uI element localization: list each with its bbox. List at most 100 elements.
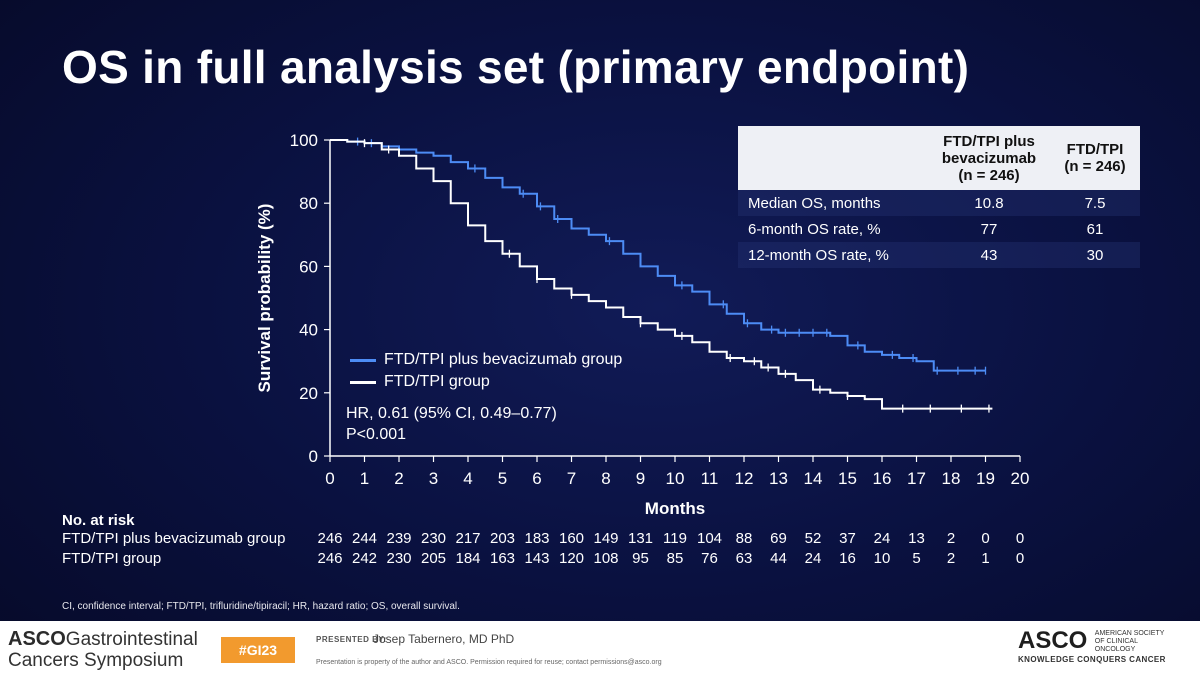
- risk-value: 63: [735, 550, 753, 567]
- risk-value: 184: [455, 550, 481, 567]
- x-tick-label: 14: [804, 469, 823, 488]
- risk-value: 108: [593, 550, 619, 567]
- x-tick-label: 10: [666, 469, 685, 488]
- event-name-line1: Gastrointestinal: [65, 629, 198, 650]
- risk-value: 24: [873, 530, 891, 547]
- x-tick-label: 8: [601, 469, 610, 488]
- summary-header-combo: FTD/TPI plus bevacizumab (n = 246): [928, 133, 1050, 184]
- header-combo-line1: FTD/TPI plus: [943, 132, 1035, 150]
- x-axis-title: Months: [645, 499, 705, 518]
- x-tick-label: 6: [532, 469, 541, 488]
- risk-value: 52: [804, 530, 822, 547]
- risk-value: 13: [908, 530, 925, 547]
- risk-value: 1: [981, 550, 990, 567]
- header-combo-line3: (n = 246): [958, 166, 1020, 184]
- risk-value: 24: [804, 550, 822, 567]
- x-tick-label: 9: [636, 469, 645, 488]
- y-axis-title: Survival probability (%): [255, 204, 274, 393]
- risk-value: 88: [735, 530, 753, 547]
- row-value-mono: 61: [1086, 220, 1104, 238]
- y-tick-label: 20: [299, 384, 318, 403]
- table-row: 6-month OS rate, % 77 61: [738, 216, 1140, 242]
- risk-value: 230: [386, 550, 412, 567]
- summary-table-header: FTD/TPI plus bevacizumab (n = 246) FTD/T…: [738, 126, 1140, 190]
- slide-title: OS in full analysis set (primary endpoin…: [62, 41, 970, 93]
- risk-value: 2: [946, 530, 956, 547]
- risk-value: 205: [420, 550, 447, 567]
- risk-value: 239: [386, 530, 412, 547]
- risk-value: 0: [1015, 530, 1025, 547]
- risk-value: 5: [912, 550, 921, 567]
- row-value-mono: 7.5: [1084, 194, 1106, 212]
- header-mono-line2: (n = 246): [1064, 158, 1126, 175]
- risk-value: 76: [701, 550, 718, 567]
- row-value-mono: 30: [1086, 246, 1104, 264]
- x-tick-label: 0: [325, 469, 334, 488]
- risk-value: 163: [489, 550, 516, 567]
- risk-value: 69: [770, 530, 787, 547]
- society-name: AMERICAN SOCIETY OF CLINICAL ONCOLOGY: [1094, 630, 1165, 653]
- x-tick-label: 12: [735, 469, 754, 488]
- asco-right-brand: ASCO: [1018, 627, 1088, 654]
- x-tick-label: 13: [769, 469, 788, 488]
- risk-value: 246: [317, 530, 343, 547]
- risk-value: 0: [981, 530, 990, 547]
- row-label: Median OS, months: [748, 194, 881, 212]
- summary-header-mono: FTD/TPI (n = 246): [1050, 141, 1140, 175]
- risk-row-combo: FTD/TPI plus bevacizumab group 246 244 239…: [62, 530, 1062, 550]
- legend-item-blue: FTD/TPI plus bevacizumab group: [350, 349, 622, 371]
- chart-legend: FTD/TPI plus bevacizumab group FTD/TPI g…: [350, 349, 622, 393]
- chart-curves: [330, 137, 993, 413]
- x-tick-label: 4: [463, 469, 472, 488]
- risk-value: 0: [1015, 550, 1025, 567]
- risk-value: 44: [770, 550, 787, 567]
- hashtag-badge: #GI23: [221, 637, 295, 663]
- risk-row-mono: FTD/TPI group 246 242 230 205 184 163 143 120 10…: [62, 550, 1062, 570]
- hazard-ratio-text: HR, 0.61 (95% CI, 0.49–0.77) P<0.001: [346, 403, 557, 445]
- x-tick-label: 15: [838, 469, 857, 488]
- row-label: 6-month OS rate, %: [748, 220, 881, 238]
- table-row: 12-month OS rate, % 43 30: [738, 242, 1140, 268]
- risk-value: 131: [627, 530, 654, 547]
- risk-table: No. at risk FTD/TPI plus bevacizumab gro…: [62, 512, 1062, 570]
- risk-value: 183: [524, 530, 550, 547]
- legend-swatch-white: [350, 380, 376, 384]
- event-name-line2: Cancers Symposium: [8, 650, 184, 671]
- asco-logo-right: ASCO AMERICAN SOCIETY OF CLINICAL ONCOLO…: [1018, 627, 1175, 664]
- risk-value: 16: [839, 550, 856, 567]
- legend-label-blue: FTD/TPI plus bevacizumab group: [384, 351, 623, 368]
- summary-table-body: Median OS, months 10.8 7.5 6-month OS ra…: [738, 190, 1140, 268]
- presented-by-label: PRESENTED BY:: [316, 635, 387, 644]
- risk-value: 203: [489, 530, 516, 547]
- x-tick-label: 5: [498, 469, 507, 488]
- row-value-combo: 43: [980, 246, 998, 264]
- x-tick-label: 16: [873, 469, 892, 488]
- risk-value: 120: [558, 550, 585, 567]
- risk-value: 37: [839, 530, 856, 547]
- risk-value: 104: [696, 530, 723, 547]
- hazard-ratio-line: HR, 0.61 (95% CI, 0.49–0.77): [346, 405, 557, 422]
- x-tick-label: 20: [1011, 469, 1030, 488]
- row-label: 12-month OS rate, %: [748, 246, 889, 264]
- x-tick-label: 2: [394, 469, 403, 488]
- risk-value: 95: [632, 550, 649, 567]
- header-combo-line2: bevacizumab: [941, 149, 1037, 167]
- legend-item-white: FTD/TPI group: [350, 371, 622, 393]
- summary-table: FTD/TPI plus bevacizumab (n = 246) FTD/T…: [738, 126, 1140, 268]
- tagline: KNOWLEDGE CONQUERS CANCER: [1018, 655, 1166, 664]
- y-tick-label: 60: [299, 257, 318, 276]
- risk-value: 230: [420, 530, 447, 547]
- risk-value: 149: [593, 530, 619, 547]
- km-curve-combo: [330, 139, 986, 372]
- risk-table-title: No. at risk: [62, 512, 135, 529]
- risk-value: 85: [666, 550, 684, 567]
- risk-value: 143: [524, 550, 550, 567]
- risk-value: 217: [455, 530, 481, 547]
- legend-swatch-blue: [350, 358, 376, 362]
- y-tick-label: 0: [309, 447, 318, 466]
- chart-axes: 0 1 2 3 4 5 6 7 8 9 10 11 12 13 14 15 16 17 18 19 2002040608…: [255, 131, 1029, 518]
- footer-bar: ASCOGastrointestinal Cancers Symposium #…: [0, 621, 1200, 681]
- asco-brand: ASCO: [8, 628, 66, 650]
